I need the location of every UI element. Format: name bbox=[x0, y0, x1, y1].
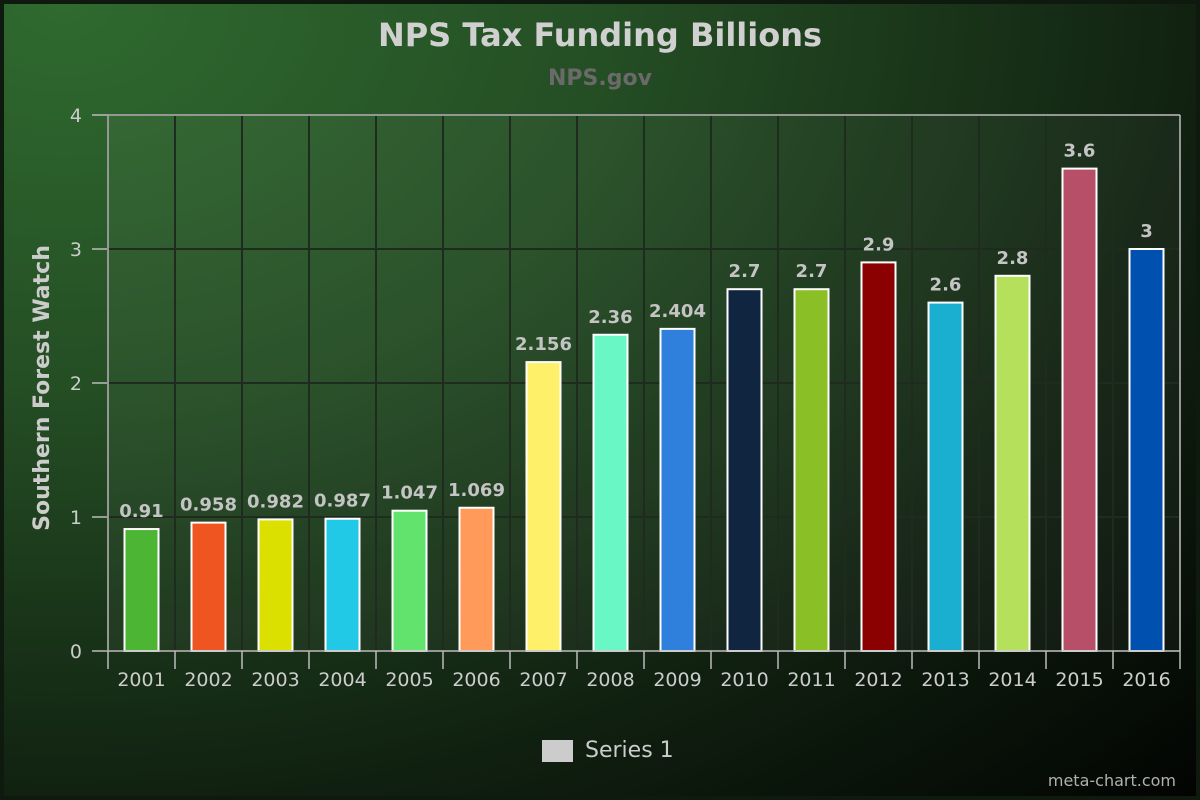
data-label-2005: 1.047 bbox=[381, 483, 438, 504]
chart-plot: 0 1 2 3 4 0.91 2001 0.958 2002 0.982 2003 0.987 2004… bbox=[30, 105, 1181, 691]
credit-text[interactable]: meta-chart.com bbox=[1047, 771, 1176, 790]
x-tick-label: 2006 bbox=[452, 669, 500, 691]
bar-2006 bbox=[458, 506, 495, 652]
data-label-2010: 2.7 bbox=[729, 261, 761, 282]
legend-swatch bbox=[542, 739, 573, 762]
data-label-2014: 2.8 bbox=[997, 248, 1029, 269]
bar-2015 bbox=[1061, 167, 1098, 652]
data-label-2004: 0.987 bbox=[314, 491, 371, 512]
y-tick-label: 4 bbox=[70, 105, 82, 127]
bar-2014 bbox=[994, 274, 1031, 652]
x-tick-label: 2007 bbox=[519, 669, 567, 691]
bar-2002 bbox=[190, 521, 227, 652]
x-tick-label: 2004 bbox=[318, 669, 366, 691]
x-tick-label: 2015 bbox=[1055, 669, 1103, 691]
y-tick-label: 2 bbox=[70, 373, 82, 395]
data-label-2008: 2.36 bbox=[588, 307, 632, 328]
x-tick-label: 2012 bbox=[854, 669, 902, 691]
bar-2011 bbox=[793, 288, 830, 652]
bar-2016 bbox=[1128, 248, 1165, 652]
data-label-2001: 0.91 bbox=[119, 501, 163, 522]
bar-2004 bbox=[324, 517, 361, 652]
bar-2001 bbox=[123, 528, 160, 652]
data-label-2009: 2.404 bbox=[649, 301, 706, 322]
x-tick-label: 2001 bbox=[117, 669, 165, 691]
x-tick-label: 2010 bbox=[720, 669, 768, 691]
y-axis-title: Southern Forest Watch bbox=[30, 245, 55, 531]
data-label-2003: 0.982 bbox=[247, 491, 304, 512]
y-tick-label: 1 bbox=[70, 507, 82, 529]
x-tick-label: 2009 bbox=[653, 669, 701, 691]
data-label-2013: 2.6 bbox=[930, 275, 962, 296]
data-label-2007: 2.156 bbox=[515, 334, 572, 355]
y-tick-label: 3 bbox=[70, 239, 82, 261]
legend[interactable]: Series 1 bbox=[542, 738, 674, 763]
x-tick-label: 2011 bbox=[787, 669, 835, 691]
bar-2010 bbox=[726, 288, 763, 652]
bar-2005 bbox=[391, 509, 428, 652]
data-label-2011: 2.7 bbox=[796, 261, 828, 282]
x-tick-label: 2003 bbox=[251, 669, 299, 691]
bar-2009 bbox=[659, 327, 696, 652]
bar-2007 bbox=[525, 361, 562, 652]
x-tick-label: 2005 bbox=[385, 669, 433, 691]
x-tick-label: 2013 bbox=[921, 669, 969, 691]
bar-2013 bbox=[927, 301, 964, 652]
data-label-2012: 2.9 bbox=[863, 234, 895, 255]
legend-label-series-1: Series 1 bbox=[585, 738, 674, 763]
bar-2008 bbox=[592, 333, 629, 652]
data-label-2015: 3.6 bbox=[1064, 141, 1096, 162]
bar-2012 bbox=[860, 261, 897, 652]
chart-title: NPS Tax Funding Billions bbox=[377, 16, 823, 54]
x-tick-label: 2014 bbox=[988, 669, 1036, 691]
chart-subtitle: NPS.gov bbox=[548, 66, 652, 91]
data-label-2002: 0.958 bbox=[180, 495, 237, 516]
data-label-2016: 3 bbox=[1140, 221, 1153, 242]
x-tick-label: 2002 bbox=[184, 669, 232, 691]
bar-2003 bbox=[257, 518, 294, 652]
x-tick-label: 2016 bbox=[1122, 669, 1170, 691]
data-label-2006: 1.069 bbox=[448, 480, 505, 501]
x-tick-label: 2008 bbox=[586, 669, 634, 691]
y-tick-label: 0 bbox=[70, 641, 82, 663]
